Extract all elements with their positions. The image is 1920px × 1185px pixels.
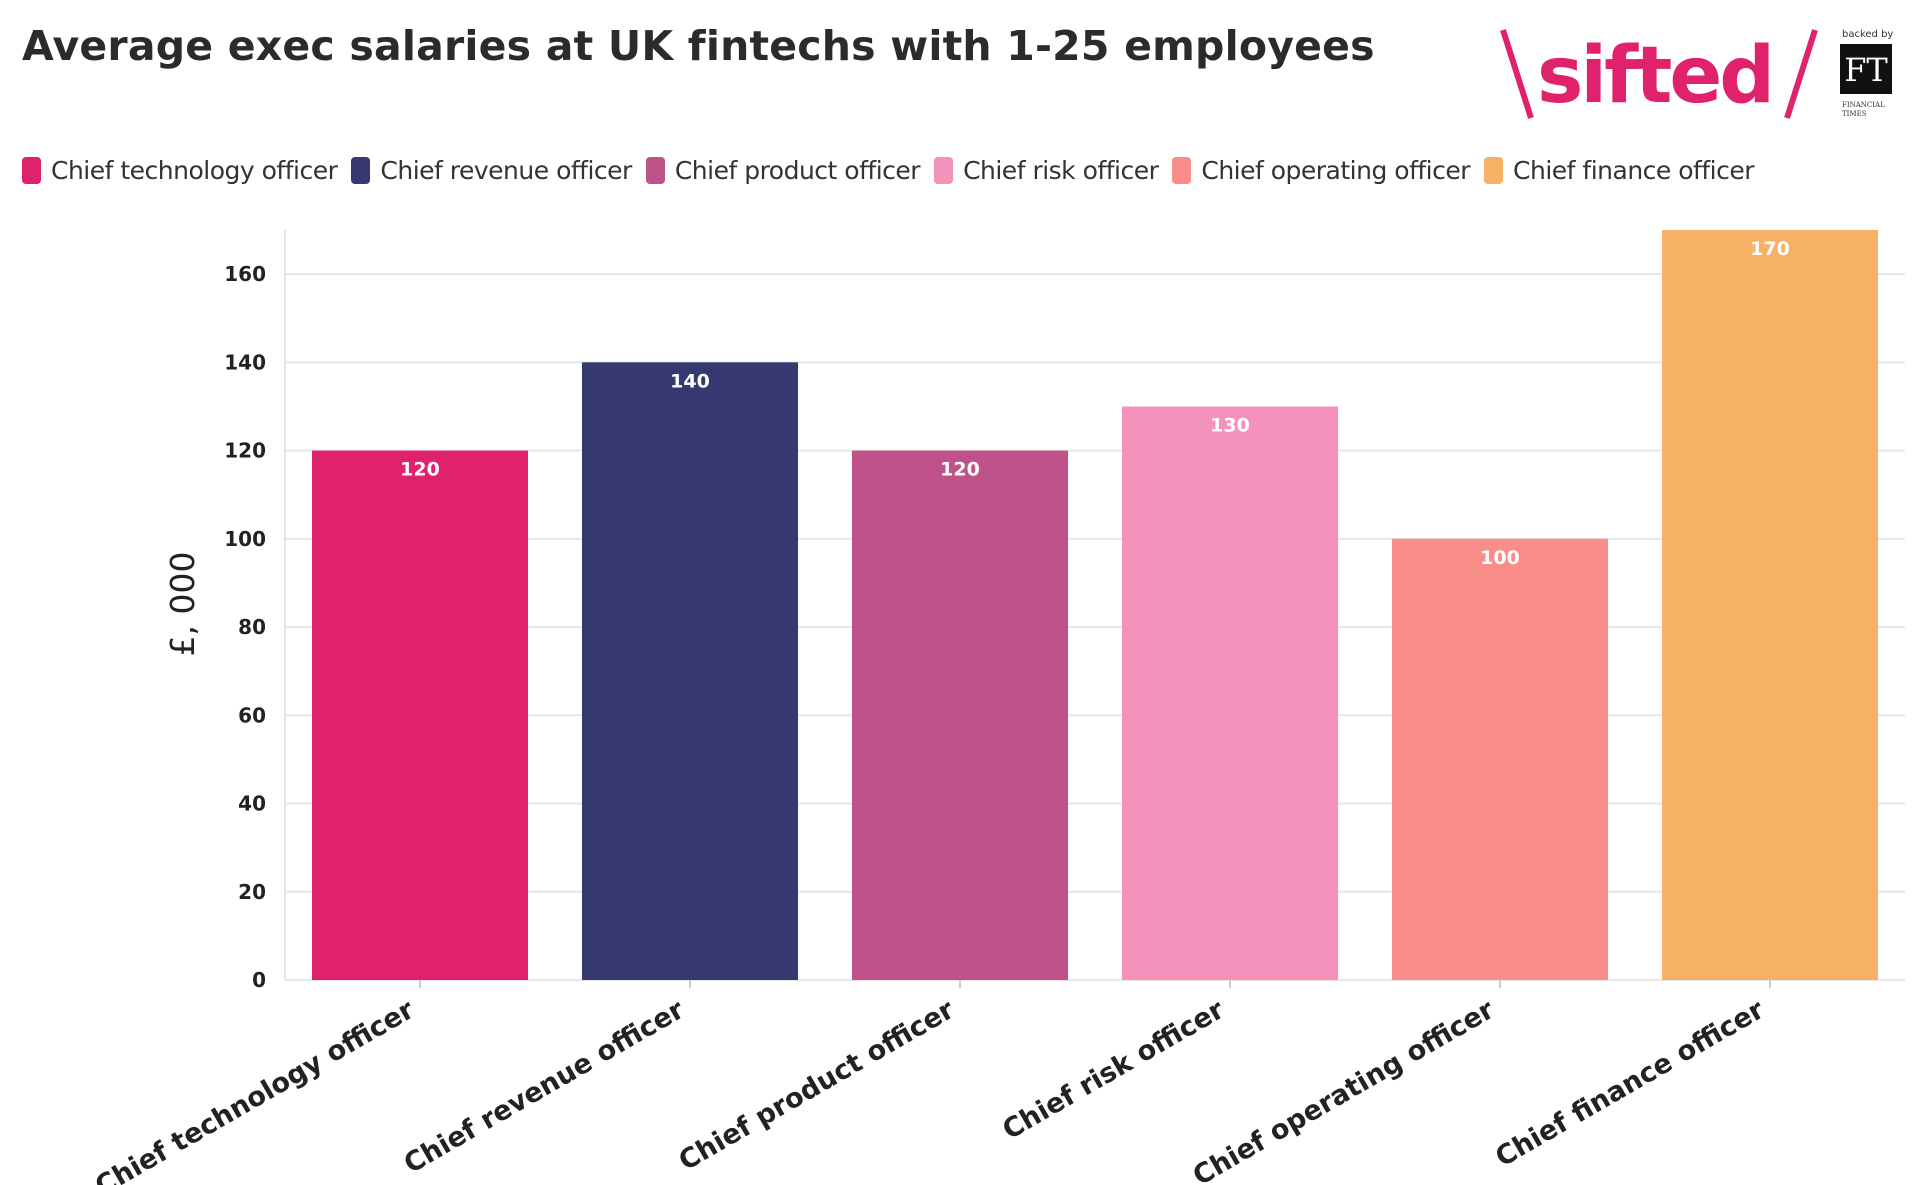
bar [1662, 230, 1878, 980]
x-tick-label: Chief risk officer [997, 994, 1230, 1146]
sifted-ft-logo: sifted backed by FT FINANCIAL TIMES [1500, 29, 1893, 121]
bar-value-label: 100 [1480, 547, 1520, 569]
legend-swatch [645, 156, 665, 184]
y-tick-label: 20 [238, 880, 266, 904]
bar-value-label: 170 [1750, 238, 1790, 260]
x-tick-label: Chief operating officer [1188, 994, 1500, 1185]
y-tick-label: 0 [252, 968, 266, 992]
x-tick-label: Chief product officer [674, 994, 960, 1177]
logo-backer-text: backed by [1842, 29, 1893, 40]
bar-value-label: 140 [670, 370, 710, 392]
chart-title: Average exec salaries at UK fintechs wit… [22, 22, 1375, 70]
y-tick-label: 140 [224, 350, 266, 374]
legend-item-coo[interactable]: Chief operating officer [1172, 155, 1471, 185]
gridlines [285, 273, 1905, 981]
ft-badge [1840, 44, 1892, 94]
legend-item-cto[interactable]: Chief technology officer [22, 155, 338, 185]
legend-item-risk[interactable]: Chief risk officer [934, 155, 1159, 185]
legend-swatch [1484, 156, 1504, 184]
logo-slash [1784, 29, 1818, 119]
logo-brand-text: sifted [1537, 31, 1772, 121]
y-axis-title: £, 000 [163, 552, 202, 657]
bar-value-label: 130 [1210, 414, 1250, 436]
legend-swatch [351, 156, 371, 184]
legend-label: Chief operating officer [1201, 155, 1471, 185]
bar [852, 450, 1068, 980]
legend-label: Chief product officer [674, 155, 921, 185]
legend-label: Chief risk officer [963, 155, 1159, 185]
bar [1392, 538, 1608, 980]
ft-badge-text: FT [1844, 51, 1888, 89]
legend-swatch [1172, 156, 1192, 184]
x-tick-label: Chief finance officer [1490, 994, 1770, 1173]
bars: 120 140 120 130 100 170 [312, 230, 1878, 981]
ft-sub-text-1: FINANCIAL [1842, 101, 1885, 109]
legend-item-cro[interactable]: Chief revenue officer [351, 155, 632, 185]
y-tick-label: 100 [224, 527, 266, 551]
legend-item-cpo[interactable]: Chief product officer [645, 155, 921, 185]
bar-value-label: 120 [400, 459, 440, 481]
y-tick-label: 160 [224, 262, 266, 286]
legend: Chief technology officer Chief revenue o… [22, 150, 1768, 190]
y-tick-label: 40 [238, 792, 266, 816]
logo-backslash [1500, 29, 1534, 119]
bar [582, 362, 798, 981]
legend-swatch [934, 156, 954, 184]
y-tick-label: 60 [238, 703, 266, 727]
bar [1122, 406, 1338, 980]
legend-label: Chief technology officer [51, 155, 338, 185]
y-tick-label: 80 [238, 615, 266, 639]
bar [312, 450, 528, 980]
legend-label: Chief revenue officer [380, 155, 632, 185]
legend-swatch [22, 156, 41, 184]
x-tick-label: Chief technology officer [90, 994, 420, 1185]
y-tick-label: 120 [224, 439, 266, 463]
bar-value-label: 120 [940, 459, 980, 481]
ft-sub-text-2: TIMES [1842, 110, 1867, 118]
legend-item-cfo[interactable]: Chief finance officer [1484, 156, 1754, 185]
x-tick-label: Chief revenue officer [399, 994, 690, 1180]
legend-label: Chief finance officer [1513, 155, 1754, 185]
